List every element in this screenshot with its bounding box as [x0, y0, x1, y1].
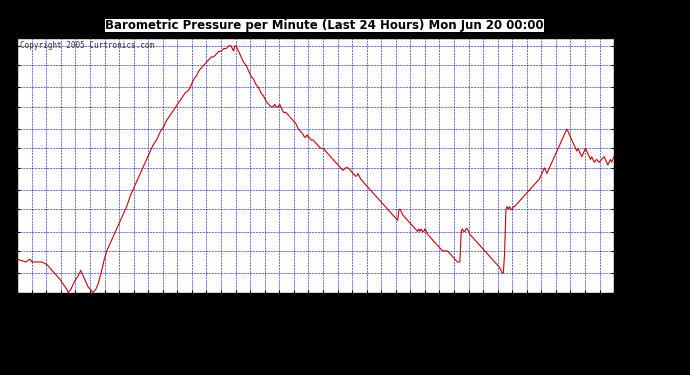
Text: Copyright 2005 Curtronics.com: Copyright 2005 Curtronics.com	[20, 41, 155, 50]
Text: Barometric Pressure per Minute (Last 24 Hours) Mon Jun 20 00:00: Barometric Pressure per Minute (Last 24 …	[105, 19, 544, 32]
